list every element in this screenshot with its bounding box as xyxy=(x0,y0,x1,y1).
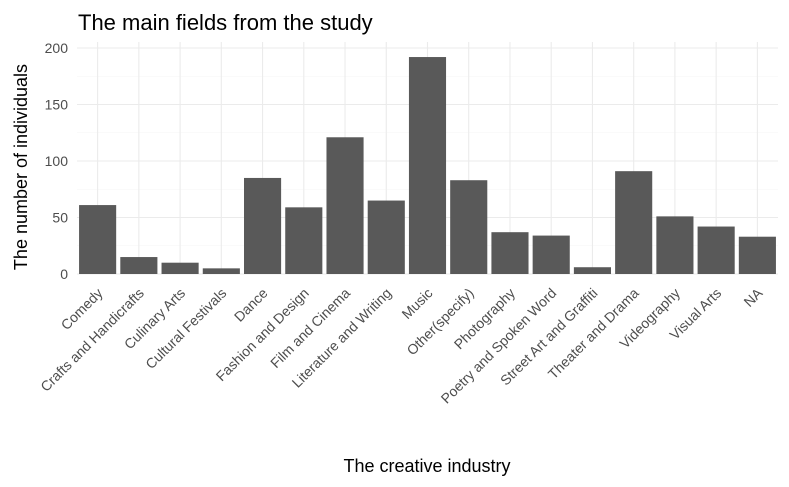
bar xyxy=(615,171,653,274)
y-tick-label: 150 xyxy=(45,97,69,113)
bar xyxy=(450,180,488,274)
chart-title: The main fields from the study xyxy=(78,10,373,35)
bar xyxy=(202,268,240,274)
x-tick-label: Dance xyxy=(231,285,271,325)
bar xyxy=(738,236,776,274)
bar xyxy=(532,235,570,274)
bar xyxy=(326,137,364,274)
bar xyxy=(120,257,158,274)
bar xyxy=(491,232,529,274)
y-tick-labels: 0 50 100 150 200 xyxy=(45,40,69,282)
bars xyxy=(79,57,776,274)
y-tick-label: 50 xyxy=(52,210,68,226)
bar xyxy=(697,226,735,274)
bar xyxy=(285,207,323,274)
bar xyxy=(573,267,611,274)
y-tick-label: 100 xyxy=(45,153,69,169)
x-tick-label: NA xyxy=(740,284,766,310)
bar xyxy=(367,200,405,274)
bar xyxy=(79,205,117,274)
y-tick-label: 200 xyxy=(45,40,69,56)
bar xyxy=(408,57,447,274)
bar xyxy=(244,177,282,274)
bar xyxy=(161,262,199,274)
y-axis-title: The number of individuals xyxy=(11,64,31,270)
x-tick-label: Music xyxy=(398,285,435,322)
bar xyxy=(656,216,694,274)
y-tick-label: 0 xyxy=(60,266,68,282)
x-axis-title: The creative industry xyxy=(343,456,510,476)
